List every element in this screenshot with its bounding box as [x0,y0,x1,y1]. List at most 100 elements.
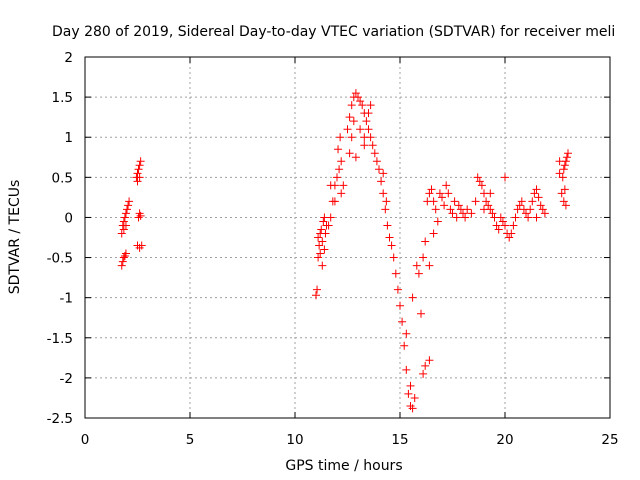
x-tick-label: 5 [186,432,195,448]
data-point [134,213,143,222]
data-point [398,317,407,326]
data-point [530,189,539,198]
data-point [448,209,457,218]
y-tick-label: -0.5 [47,251,73,267]
data-point [382,197,391,206]
data-point [360,133,369,142]
data-point [540,209,549,218]
data-point [318,261,327,270]
data-point [356,97,365,106]
data-point [461,213,470,222]
data-point [427,185,436,194]
data-point [136,157,145,166]
y-tick-labels: 2 1.5 1 0.5 0 -0.5 -1 -1.5 -2 -2.5 [47,50,73,427]
data-point [400,341,409,350]
data-point [377,177,386,186]
data-point [121,209,130,218]
data-point [419,369,428,378]
data-point [381,205,390,214]
data-point [559,197,568,206]
data-point [324,221,333,230]
data-point [421,237,430,246]
data-point [402,365,411,374]
data-point [117,229,126,238]
data-point [335,165,344,174]
data-point [321,229,330,238]
data-point [433,217,442,226]
data-point [482,197,491,206]
data-point [354,93,362,102]
grid-lines [85,57,610,418]
x-tick-label: 10 [286,432,303,448]
data-point [484,201,493,210]
data-point [358,101,367,110]
data-point [408,293,417,302]
data-point [351,153,360,162]
data-point [312,291,320,300]
x-tick-label: 20 [496,432,513,448]
data-point [370,149,379,158]
data-point [498,217,507,226]
data-point [480,205,488,214]
data-point [404,389,413,398]
data-point [486,189,495,198]
data-point [515,201,524,210]
data-point [337,189,346,198]
data-point [119,225,128,234]
data-point [442,181,451,190]
data-point [314,233,323,242]
y-tick-label: 1 [64,130,73,146]
data-point [315,241,324,250]
data-point [410,393,419,402]
data-point [425,189,434,198]
data-point [351,89,360,98]
data-point [446,205,455,214]
data-point [125,197,134,206]
data-point [368,141,377,150]
data-point [391,269,400,278]
data-point [425,261,434,270]
data-point [318,237,327,246]
y-axis-label: SDTVAR / TECUs [7,180,23,295]
data-point [379,189,388,198]
data-point [425,356,434,365]
data-point [364,109,373,118]
data-point [417,309,425,318]
data-point [538,205,547,214]
data-point [402,329,411,338]
data-point [117,261,126,270]
data-point [562,153,571,162]
data-point [393,285,402,294]
y-tick-label: -2.5 [47,411,73,427]
y-tick-label: -1.5 [47,331,73,347]
data-point [494,225,503,234]
data-point [475,177,484,186]
data-point [501,221,509,230]
x-axis-label: GPS time / hours [285,458,402,474]
data-point [339,181,348,190]
data-point [501,173,509,182]
data-point [534,193,543,202]
data-point [561,201,570,210]
y-tick-label: -1 [60,291,73,307]
data-point [467,209,476,218]
data-point [349,117,358,126]
data-point [119,253,128,262]
data-point [564,149,572,158]
data-point [320,245,329,254]
data-point [135,161,144,170]
data-point [337,157,346,166]
data-point [118,257,127,266]
data-point [532,185,541,194]
data-point [557,189,566,198]
data-point [532,213,541,222]
y-tick-label: 0 [64,210,73,226]
data-point [412,261,421,270]
data-point [396,301,404,310]
data-point [559,165,568,174]
data-point [536,201,545,210]
data-point [435,189,444,198]
data-point [507,229,516,238]
